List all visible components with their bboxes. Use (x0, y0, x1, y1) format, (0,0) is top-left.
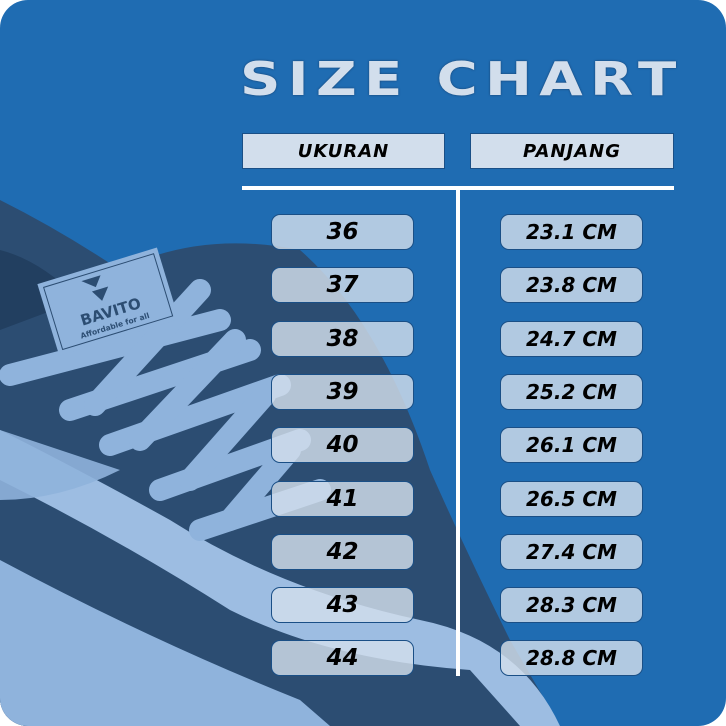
length-cell: 23.1 CM (500, 214, 643, 250)
length-cell: 26.5 CM (500, 480, 643, 517)
length-cell: 24.7 CM (500, 320, 643, 357)
length-cell: 27.4 CM (500, 533, 643, 570)
brand-label: BAVITO Affordable for all (37, 247, 179, 356)
size-cell: 42 (271, 533, 414, 570)
size-cell: 40 (271, 427, 414, 464)
size-cell: 39 (271, 373, 414, 410)
header-length: PANJANG (470, 133, 674, 169)
length-cell: 25.2 CM (500, 373, 643, 410)
brand-logo-icon (81, 275, 109, 301)
size-cell: 37 (271, 267, 414, 304)
laces (0, 279, 331, 541)
size-cell: 36 (271, 214, 414, 250)
size-cell: 41 (271, 480, 414, 517)
size-cell: 44 (271, 640, 414, 677)
length-cell: 28.3 CM (500, 587, 643, 624)
length-cell: 28.8 CM (500, 640, 643, 677)
length-cell: 23.8 CM (500, 267, 643, 304)
page-title: SIZE CHART (240, 52, 684, 106)
length-cell: 26.1 CM (500, 427, 643, 464)
size-cell: 43 (271, 587, 414, 624)
size-cell: 38 (271, 320, 414, 357)
column-divider (456, 188, 460, 676)
header-size: UKURAN (242, 133, 445, 169)
